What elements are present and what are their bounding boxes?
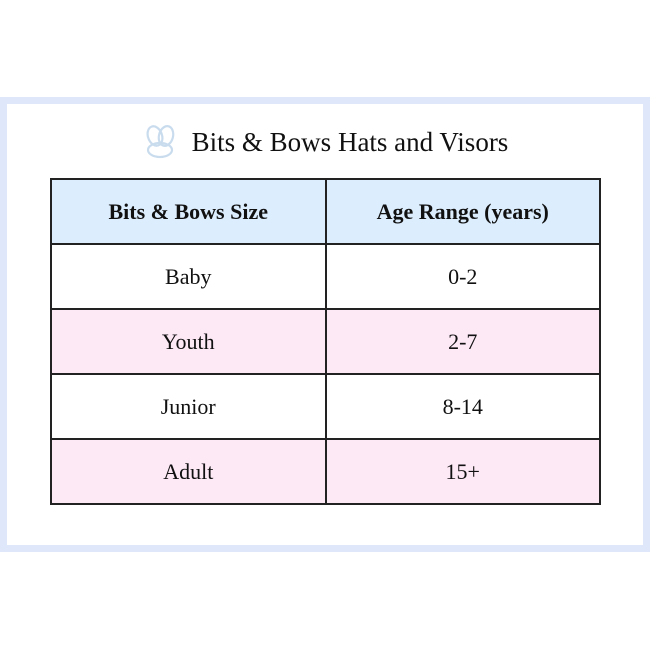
content-panel: Bits & Bows Hats and Visors Bits & Bows …	[7, 104, 643, 545]
cell-age: 2-7	[324, 308, 601, 375]
cell-size: Baby	[50, 243, 327, 310]
cell-size: Adult	[50, 438, 327, 505]
size-table: Bits & Bows Size Age Range (years) Baby …	[50, 178, 601, 505]
table-row: Junior 8-14	[50, 373, 601, 440]
table-row: Adult 15+	[50, 438, 601, 505]
cell-size: Junior	[50, 373, 327, 440]
header-age: Age Range (years)	[324, 178, 601, 245]
frame: Bits & Bows Hats and Visors Bits & Bows …	[0, 97, 650, 552]
table-row: Youth 2-7	[50, 308, 601, 375]
cell-size: Youth	[50, 308, 327, 375]
table-row: Baby 0-2	[50, 243, 601, 310]
cell-age: 8-14	[324, 373, 601, 440]
page-title: Bits & Bows Hats and Visors	[7, 122, 643, 162]
cell-age: 0-2	[324, 243, 601, 310]
title-text: Bits & Bows Hats and Visors	[191, 126, 509, 157]
bow-logo-icon	[146, 125, 174, 159]
header-size: Bits & Bows Size	[50, 178, 327, 245]
cell-age: 15+	[324, 438, 601, 505]
table-header: Bits & Bows Size Age Range (years)	[50, 178, 601, 245]
